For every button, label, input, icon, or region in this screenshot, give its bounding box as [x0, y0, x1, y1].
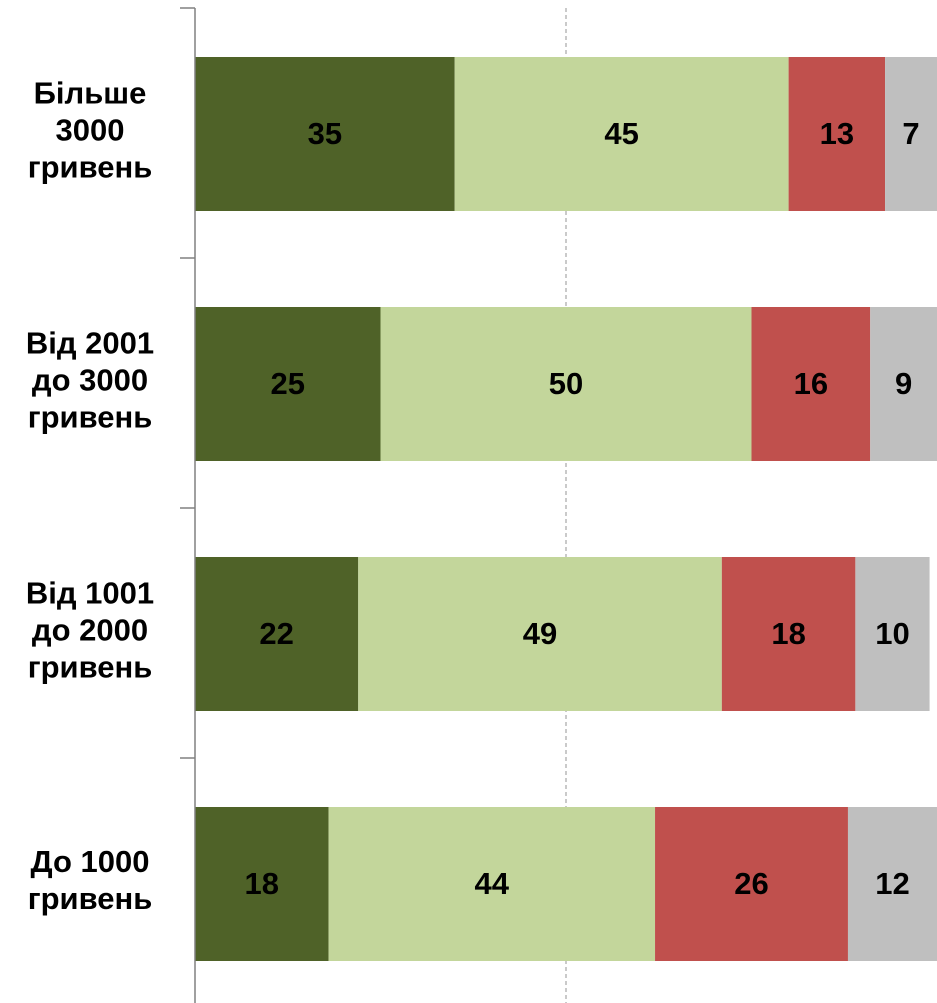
- bar-segment: [195, 557, 359, 711]
- value-label: 22: [259, 616, 293, 651]
- y-tick-label: Від 2001 до 3000 гривень: [25, 325, 155, 435]
- value-label: 16: [794, 366, 828, 401]
- value-label: 50: [549, 366, 583, 401]
- value-label: 45: [604, 116, 638, 151]
- bar-segment: [855, 557, 930, 711]
- value-label: 12: [875, 866, 909, 901]
- y-tick-label: До 1000 гривень: [27, 844, 153, 916]
- y-tick-label: Від 1001 до 2000 гривень: [25, 575, 155, 685]
- bar-segment: [847, 807, 937, 961]
- value-label: 9: [895, 366, 912, 401]
- bar-segment: [358, 557, 722, 711]
- bar-segment: [788, 57, 886, 211]
- value-label: 18: [771, 616, 805, 651]
- value-label: 25: [271, 366, 305, 401]
- bar-segment: [751, 307, 871, 461]
- value-label: 13: [820, 116, 854, 151]
- bar-segment: [721, 557, 856, 711]
- bar-segment: [454, 57, 789, 211]
- y-tick-label: Більше 3000 гривень: [27, 75, 153, 185]
- value-label: 10: [875, 616, 909, 651]
- bar-segment: [195, 307, 381, 461]
- value-label: 44: [475, 866, 510, 901]
- value-label: 7: [902, 116, 919, 151]
- bar-segment: [380, 307, 752, 461]
- bar-segment: [195, 807, 329, 961]
- bar-segment: [870, 307, 937, 461]
- bar-segment: [885, 57, 937, 211]
- value-label: 35: [308, 116, 342, 151]
- bar-segment: [195, 57, 455, 211]
- bar-segment: [655, 807, 848, 961]
- value-label: 26: [734, 866, 768, 901]
- value-label: 18: [245, 866, 279, 901]
- value-label: 49: [523, 616, 557, 651]
- bar-segment: [328, 807, 656, 961]
